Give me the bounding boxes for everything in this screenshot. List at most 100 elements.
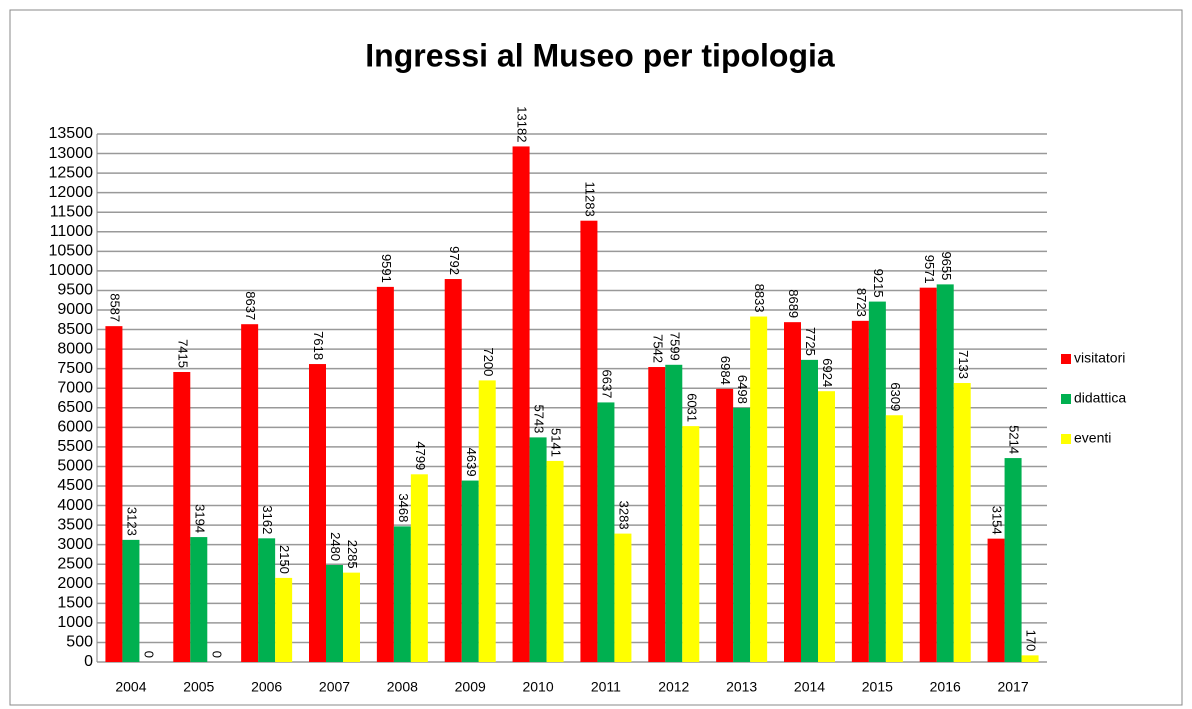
bar — [936, 284, 954, 662]
data-label: 3283 — [616, 501, 631, 530]
data-label: 0 — [141, 651, 156, 658]
chart-title: Ingressi al Museo per tipologia — [365, 37, 835, 73]
bar — [410, 474, 428, 662]
data-label: 170 — [1024, 630, 1039, 652]
x-tick-label: 2016 — [930, 679, 961, 695]
data-label: 6637 — [599, 369, 614, 398]
bar — [919, 287, 937, 662]
y-tick-label: 13000 — [49, 145, 94, 162]
data-label: 6924 — [820, 358, 835, 387]
data-label: 8689 — [786, 289, 801, 318]
legend-swatch — [1061, 354, 1071, 364]
y-tick-label: 1500 — [57, 595, 93, 612]
bar — [122, 539, 140, 662]
x-tick-label: 2005 — [183, 679, 214, 695]
data-label: 5141 — [549, 428, 564, 457]
data-label: 5214 — [1007, 425, 1022, 454]
y-tick-label: 4500 — [57, 477, 93, 494]
legend-label: didattica — [1074, 390, 1126, 406]
bar — [309, 364, 326, 662]
bar — [682, 426, 700, 662]
bar — [648, 367, 666, 662]
bar — [444, 279, 462, 662]
y-tick-label: 1000 — [57, 614, 93, 631]
bar — [190, 537, 208, 662]
x-tick-label: 2004 — [115, 679, 146, 695]
bar — [885, 415, 903, 662]
y-tick-label: 3000 — [57, 536, 93, 553]
legend-swatch — [1061, 434, 1071, 444]
x-tick-label: 2009 — [455, 679, 486, 695]
data-label: 7200 — [481, 347, 496, 376]
data-label: 6984 — [718, 356, 733, 385]
y-tick-label: 12500 — [49, 164, 94, 181]
data-label: 7725 — [803, 327, 818, 356]
x-tick-label: 2013 — [726, 679, 757, 695]
data-label: 9591 — [379, 254, 394, 283]
data-label: 3123 — [124, 507, 139, 536]
y-tick-label: 5000 — [57, 458, 93, 475]
data-label: 7618 — [311, 331, 326, 360]
bar — [275, 577, 293, 662]
x-tick-label: 2010 — [522, 679, 553, 695]
data-label: 5743 — [532, 404, 547, 433]
y-tick-label: 10500 — [49, 243, 94, 260]
x-tick-label: 2006 — [251, 679, 282, 695]
data-label: 4639 — [464, 448, 479, 477]
data-label: 9655 — [939, 251, 954, 280]
bar — [546, 460, 564, 662]
data-label: 4799 — [413, 441, 428, 470]
bar — [393, 526, 411, 662]
bar — [529, 437, 547, 662]
data-label: 3194 — [192, 504, 207, 533]
data-label: 8833 — [752, 284, 767, 313]
x-tick-label: 2015 — [862, 679, 893, 695]
legend-swatch — [1061, 394, 1071, 404]
legend-label: eventi — [1074, 430, 1111, 446]
y-tick-label: 8500 — [57, 321, 93, 338]
bar — [258, 538, 276, 662]
bar — [716, 388, 734, 662]
bar — [376, 286, 394, 662]
bar — [343, 572, 360, 662]
data-label: 7599 — [667, 332, 682, 361]
y-tick-label: 7000 — [57, 379, 93, 396]
bar — [733, 407, 751, 662]
bar — [597, 402, 615, 662]
y-tick-label: 500 — [66, 634, 93, 651]
y-tick-label: 10000 — [49, 262, 94, 279]
y-tick-label: 13500 — [49, 125, 94, 142]
bar — [784, 322, 801, 662]
data-label: 8637 — [243, 291, 258, 320]
bar — [801, 359, 818, 662]
y-tick-label: 9500 — [57, 282, 93, 299]
y-tick-label: 3500 — [57, 516, 93, 533]
data-label: 0 — [209, 651, 224, 658]
bar — [665, 364, 683, 662]
y-tick-label: 7500 — [57, 360, 93, 377]
bar — [478, 380, 496, 662]
y-tick-label: 6500 — [57, 399, 93, 416]
data-label: 8587 — [107, 293, 122, 322]
bar — [326, 565, 343, 662]
data-label: 6031 — [684, 393, 699, 422]
bar — [987, 538, 1005, 662]
data-label: 2285 — [345, 540, 360, 569]
data-label: 13182 — [515, 106, 530, 142]
x-tick-label: 2012 — [658, 679, 689, 695]
y-tick-label: 4000 — [57, 497, 93, 514]
y-tick-label: 8000 — [57, 340, 93, 357]
data-label: 2150 — [277, 545, 292, 574]
y-tick-label: 12000 — [49, 184, 94, 201]
data-label: 11283 — [582, 182, 597, 217]
bar — [580, 220, 598, 662]
data-label: 9215 — [871, 269, 886, 298]
y-tick-label: 6000 — [57, 419, 93, 436]
y-tick-label: 9000 — [57, 301, 93, 318]
data-label: 8723 — [854, 288, 869, 317]
data-label: 3162 — [260, 505, 275, 534]
bar — [173, 371, 191, 662]
y-tick-label: 0 — [84, 653, 93, 670]
data-label: 7542 — [650, 334, 665, 363]
